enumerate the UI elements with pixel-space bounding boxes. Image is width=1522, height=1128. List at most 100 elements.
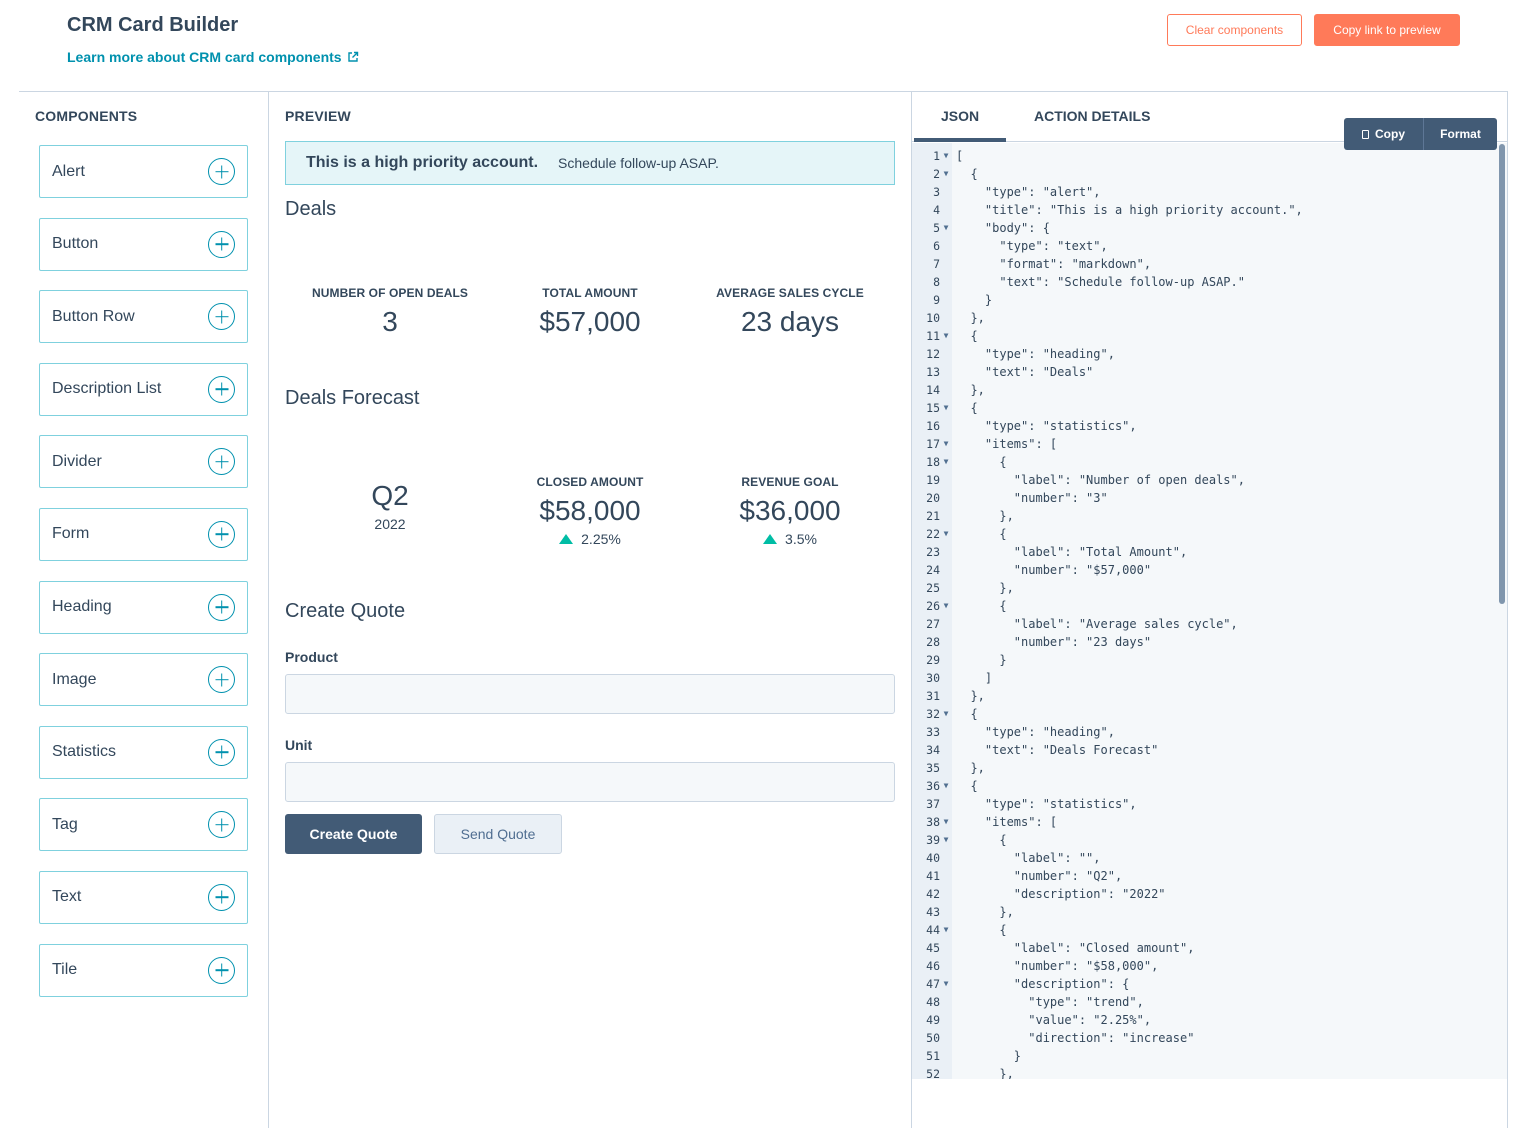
component-item-heading[interactable]: Heading <box>39 580 248 634</box>
component-item-description-list[interactable]: Description List <box>39 362 248 416</box>
fold-spacer <box>940 867 952 885</box>
trend-value: 3.5% <box>785 531 817 547</box>
component-label: Image <box>52 670 97 688</box>
line-number: 13 <box>926 365 940 379</box>
active-tab-indicator <box>914 138 1006 142</box>
code-line: 22 ▼ { <box>912 525 1303 543</box>
component-item-divider[interactable]: Divider <box>39 435 248 489</box>
product-input[interactable] <box>285 674 895 714</box>
component-item-button[interactable]: Button <box>39 217 248 271</box>
code-line: 34 "text": "Deals Forecast" <box>912 741 1303 759</box>
fold-arrow-icon[interactable]: ▼ <box>943 601 949 610</box>
stat-total-amount: Total Amount $57,000 <box>490 286 690 338</box>
component-item-text[interactable]: Text <box>39 870 248 924</box>
copy-json-button[interactable]: Copy <box>1344 118 1424 150</box>
trend-up-icon <box>763 534 778 544</box>
component-item-statistics[interactable]: Statistics <box>39 725 248 779</box>
line-number: 17 <box>926 437 940 451</box>
component-list: Alert Button Button Row Description List… <box>39 145 248 1016</box>
fold-arrow-icon[interactable]: ▼ <box>943 817 949 826</box>
trend-indicator: 2.25% <box>559 531 621 547</box>
send-quote-button[interactable]: Send Quote <box>434 814 562 854</box>
plus-circle-icon[interactable] <box>208 666 235 694</box>
fold-arrow-icon[interactable]: ▼ <box>943 979 949 988</box>
code-text: { <box>956 329 978 343</box>
fold-arrow-icon[interactable]: ▼ <box>943 223 949 232</box>
fold-arrow-icon[interactable]: ▼ <box>943 403 949 412</box>
plus-circle-icon[interactable] <box>208 303 235 331</box>
trend-up-icon <box>559 534 574 544</box>
code-line: 28 "number": "23 days" <box>912 633 1303 651</box>
component-item-image[interactable]: Image <box>39 653 248 707</box>
plus-circle-icon[interactable] <box>208 956 235 984</box>
code-line: 29 } <box>912 651 1303 669</box>
component-item-alert[interactable]: Alert <box>39 145 248 198</box>
plus-circle-icon[interactable] <box>208 230 235 258</box>
fold-arrow-icon[interactable]: ▼ <box>943 439 949 448</box>
plus-circle-icon[interactable] <box>208 738 235 766</box>
code-text: { <box>956 779 978 793</box>
code-text: "format": "markdown", <box>956 257 1152 271</box>
format-json-button[interactable]: Format <box>1424 118 1497 150</box>
component-item-form[interactable]: Form <box>39 507 248 561</box>
tab-action-details[interactable]: ACTION DETAILS <box>1034 108 1151 124</box>
code-text: { <box>956 833 1007 847</box>
clear-components-button[interactable]: Clear components <box>1167 14 1302 46</box>
fold-arrow-icon[interactable]: ▼ <box>943 925 949 934</box>
fold-arrow-icon[interactable]: ▼ <box>943 151 949 160</box>
fold-arrow-icon[interactable]: ▼ <box>943 781 949 790</box>
code-text: "label": "Closed amount", <box>956 941 1195 955</box>
fold-arrow-icon[interactable]: ▼ <box>943 529 949 538</box>
divider <box>268 92 269 1128</box>
plus-circle-icon[interactable] <box>208 448 235 476</box>
editor-scrollbar[interactable] <box>1497 143 1507 1079</box>
unit-input[interactable] <box>285 762 895 802</box>
component-item-tag[interactable]: Tag <box>39 798 248 852</box>
fold-spacer <box>940 417 952 435</box>
line-number: 1 <box>933 149 940 163</box>
code-line: 26 ▼ { <box>912 597 1303 615</box>
fold-spacer <box>940 957 952 975</box>
line-number: 16 <box>926 419 940 433</box>
fold-spacer <box>940 885 952 903</box>
code-line: 25 }, <box>912 579 1303 597</box>
fold-spacer <box>940 291 952 309</box>
line-number: 46 <box>926 959 940 973</box>
fold-arrow-icon[interactable]: ▼ <box>943 331 949 340</box>
plus-circle-icon[interactable] <box>208 593 235 621</box>
code-text: }, <box>956 383 985 397</box>
code-text: "type": "trend", <box>956 995 1144 1009</box>
code-line: 3 "type": "alert", <box>912 183 1303 201</box>
copy-link-to-preview-button[interactable]: Copy link to preview <box>1314 14 1460 46</box>
create-quote-button[interactable]: Create Quote <box>285 814 422 854</box>
plus-circle-icon[interactable] <box>208 811 235 839</box>
learn-more-link[interactable]: Learn more about CRM card components <box>67 49 359 65</box>
code-text: "number": "23 days" <box>956 635 1152 649</box>
fold-arrow-icon[interactable]: ▼ <box>943 169 949 178</box>
line-number: 41 <box>926 869 940 883</box>
json-panel-tabs: JSON ACTION DETAILS <box>912 92 1507 142</box>
tab-json[interactable]: JSON <box>941 108 980 124</box>
stat-quarter: Q2 2022 <box>290 480 490 532</box>
fold-arrow-icon[interactable]: ▼ <box>943 457 949 466</box>
code-text: } <box>956 293 993 307</box>
fold-arrow-icon[interactable]: ▼ <box>943 709 949 718</box>
code-line: 46 "number": "$58,000", <box>912 957 1303 975</box>
fold-arrow-icon[interactable]: ▼ <box>943 835 949 844</box>
component-item-button-row[interactable]: Button Row <box>39 290 248 344</box>
editor-scrollbar-thumb[interactable] <box>1499 144 1505 604</box>
code-text: "number": "3" <box>956 491 1108 505</box>
plus-circle-icon[interactable] <box>208 375 235 403</box>
plus-circle-icon[interactable] <box>208 158 235 185</box>
line-number: 38 <box>926 815 940 829</box>
component-item-tile[interactable]: Tile <box>39 943 248 997</box>
create-quote-heading: Create Quote <box>285 600 406 622</box>
code-text: "label": "Number of open deals", <box>956 473 1245 487</box>
plus-circle-icon[interactable] <box>208 520 235 548</box>
line-number: 23 <box>926 545 940 559</box>
json-editor[interactable]: 1 ▼[2 ▼ {3 "type": "alert", 4 "title": "Thi… <box>912 143 1507 1079</box>
code-text: }, <box>956 1067 1014 1079</box>
plus-circle-icon[interactable] <box>208 883 235 911</box>
stat-average-sales-cycle: Average sales cycle 23 days <box>690 286 890 338</box>
code-text: } <box>956 653 1007 667</box>
